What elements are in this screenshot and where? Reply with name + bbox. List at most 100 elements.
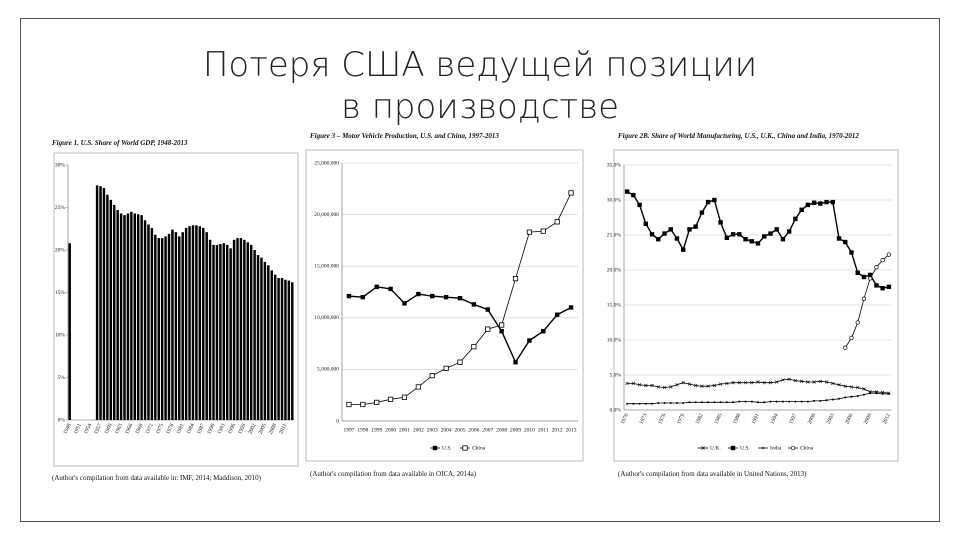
bar — [119, 213, 123, 420]
legend-marker — [762, 447, 764, 449]
series-line — [626, 190, 890, 289]
y-tick-label: 30% — [55, 162, 66, 168]
bar — [277, 278, 280, 420]
series-point — [799, 379, 804, 384]
series-point — [712, 197, 717, 203]
series-point — [443, 365, 449, 371]
x-tick-label: 2000 — [385, 427, 396, 433]
x-tick-label: 2007 — [482, 427, 493, 433]
series-point — [794, 400, 797, 403]
series-point — [471, 302, 477, 307]
x-tick-label: 1970 — [620, 413, 630, 426]
series-point — [875, 392, 878, 395]
series-point — [868, 276, 873, 281]
series-point — [430, 293, 435, 299]
series-point — [862, 387, 866, 391]
series-point — [732, 401, 735, 404]
series-point — [650, 383, 654, 388]
series-point — [757, 401, 759, 404]
chart-title: Figure 2B. Share of World Manufacturing,… — [618, 132, 859, 140]
bar — [239, 238, 243, 420]
series-point — [541, 329, 546, 334]
x-tick-label: 2003 — [427, 427, 438, 433]
series-point — [718, 382, 723, 386]
series-point — [540, 228, 546, 234]
y-tick-label: 10% — [55, 332, 66, 338]
bar — [215, 244, 219, 420]
bar — [147, 224, 150, 420]
x-tick-label: 2006 — [468, 427, 479, 433]
series-point — [663, 402, 666, 404]
series-point — [374, 399, 380, 406]
y-tick-label: 30.0% — [607, 197, 622, 203]
bar — [246, 242, 250, 420]
series-point — [657, 402, 660, 404]
y-tick-label: 5% — [58, 375, 66, 381]
series-point — [346, 293, 352, 299]
x-tick-label: 2005 — [258, 423, 268, 436]
y-tick-label: 20% — [55, 247, 66, 253]
series-point — [780, 237, 786, 242]
bar — [284, 279, 287, 420]
series-point — [881, 392, 884, 395]
series-point — [786, 229, 792, 234]
chart-source: (Author's compilation from data availabl… — [310, 470, 477, 478]
x-tick-label: 1997 — [343, 427, 354, 433]
series-point — [855, 270, 860, 275]
bar — [167, 233, 171, 420]
slide-frame — [20, 18, 940, 522]
bar — [208, 239, 212, 420]
chart-title: Figure 1. U.S. Share of World GDP, 1948-… — [52, 139, 188, 147]
bar — [253, 250, 256, 420]
x-tick-label: 1960 — [104, 423, 114, 436]
series-point — [775, 400, 778, 403]
series-point — [781, 378, 785, 382]
x-tick-label: 1976 — [657, 413, 667, 426]
series-point — [831, 381, 835, 386]
x-tick-label: 2012 — [882, 413, 892, 426]
y-tick-label: 15% — [55, 290, 66, 296]
series-point — [415, 384, 421, 390]
series-point — [687, 382, 692, 386]
bar — [150, 227, 154, 420]
series-point — [737, 380, 742, 385]
series-point — [669, 402, 672, 404]
series-point — [644, 383, 648, 388]
y-tick-label: 25,000,000 — [314, 160, 339, 166]
series-point — [731, 380, 735, 385]
series-point — [836, 236, 842, 241]
series-point — [699, 210, 705, 215]
series-point — [719, 401, 722, 404]
series-point — [688, 401, 691, 404]
x-tick-label: 2011 — [538, 427, 549, 433]
series-point — [874, 283, 879, 288]
series-point — [644, 402, 647, 405]
legend-marker — [432, 445, 438, 451]
x-tick-label: 2001 — [399, 427, 410, 433]
legend-label: U.K. — [710, 445, 721, 451]
series-point — [837, 383, 841, 387]
series-point — [763, 401, 766, 404]
legend-label: U.S. — [740, 445, 750, 451]
series-point — [568, 190, 574, 196]
series-point — [750, 380, 754, 385]
bar — [195, 225, 198, 420]
bar — [236, 238, 239, 420]
bar — [140, 215, 143, 420]
series-point — [830, 199, 835, 205]
bar — [157, 238, 160, 420]
series-point — [625, 381, 629, 386]
series-point — [694, 401, 697, 404]
x-tick-label: 1993 — [217, 423, 227, 436]
series-point — [849, 335, 854, 341]
x-tick-label: 1969 — [134, 423, 144, 436]
x-tick-label: 2004 — [441, 427, 452, 433]
series-point — [774, 227, 779, 232]
series-point — [813, 399, 816, 402]
series-point — [499, 322, 505, 328]
bar — [232, 239, 236, 420]
series-point — [700, 401, 703, 404]
x-tick-label: 1973 — [639, 413, 649, 426]
x-tick-label: 1954 — [83, 423, 93, 436]
